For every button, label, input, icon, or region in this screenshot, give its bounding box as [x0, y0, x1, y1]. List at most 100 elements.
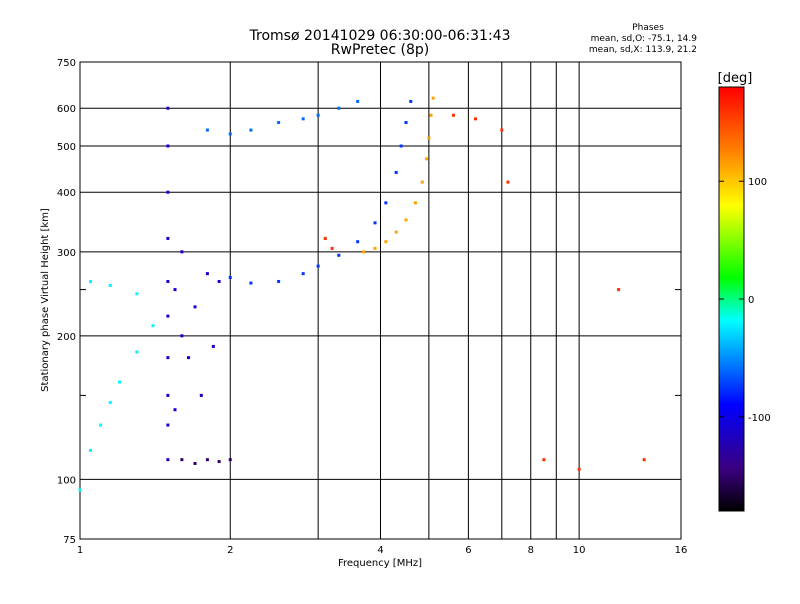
scatter-point: [166, 236, 170, 240]
scatter-point: [542, 458, 546, 462]
scatter-point: [193, 461, 197, 465]
scatter-point: [166, 356, 170, 360]
scatter-point: [108, 400, 112, 404]
scatter-point: [166, 393, 170, 397]
scatter-point: [420, 180, 424, 184]
scatter-point: [205, 272, 209, 276]
colorbar-tick-label: -100: [748, 413, 771, 424]
y-tick-label: 400: [57, 188, 76, 199]
scatter-point: [362, 250, 366, 254]
scatter-point: [301, 272, 305, 276]
scatter-point: [135, 350, 139, 354]
x-tick-labels: 1 2 4 6 8 10 16: [77, 545, 688, 556]
scatter-point: [373, 221, 377, 225]
scatter-point: [211, 344, 215, 348]
scatter-point: [394, 230, 398, 234]
scatter-point: [500, 128, 504, 132]
scatter-point: [166, 144, 170, 148]
scatter-point: [217, 460, 221, 464]
y-tick-labels: 75 100 200 300 400 500 600 750: [57, 58, 76, 546]
scatter-point: [228, 458, 232, 462]
scatter-point: [99, 423, 103, 427]
y-tick-label: 500: [57, 142, 76, 153]
phase-o-stats: mean, sd,O: -75.1, 14.9: [591, 34, 698, 44]
x-axis-title: Frequency [MHz]: [338, 558, 422, 569]
scatter-point: [166, 458, 170, 462]
scatter-point: [135, 292, 139, 296]
scatter-point: [323, 236, 327, 240]
x-tick-label: 6: [465, 545, 471, 556]
scatter-point: [356, 240, 360, 244]
phase-x-stats: mean, sd,X: 113.9, 21.2: [589, 45, 697, 55]
scatter-point: [330, 246, 334, 250]
scatter-point: [384, 201, 388, 205]
scatter-point: [427, 136, 431, 140]
scatter-point: [577, 467, 581, 471]
scatter-point: [228, 276, 232, 280]
scatter-point: [166, 423, 170, 427]
scatter-point: [249, 128, 253, 132]
scatter-point: [277, 279, 281, 283]
x-tick-label: 2: [227, 545, 233, 556]
scatter-point: [108, 283, 112, 287]
scatter-point: [205, 458, 209, 462]
x-tick-label: 16: [675, 545, 688, 556]
scatter-point: [118, 380, 122, 384]
scatter-points: [78, 96, 646, 492]
scatter-point: [166, 279, 170, 283]
y-tick-label: 600: [57, 104, 76, 115]
chart-subtitle: RwPretec (8p): [331, 42, 429, 58]
scatter-point: [89, 279, 93, 283]
scatter-point: [78, 488, 82, 492]
scatter-point: [205, 128, 209, 132]
scatter-point: [384, 240, 388, 244]
scatter-point: [180, 334, 184, 338]
scatter-point: [413, 201, 417, 205]
scatter-point: [316, 264, 320, 268]
scatter-point: [166, 190, 170, 194]
scatter-point: [173, 408, 177, 412]
y-tick-label: 200: [57, 332, 76, 343]
scatter-point: [431, 96, 435, 100]
scatter-point: [277, 121, 281, 125]
scatter-point: [337, 253, 341, 257]
scatter-point: [409, 99, 413, 103]
scatter-point: [173, 288, 177, 292]
scatter-point: [642, 458, 646, 462]
scatter-point: [404, 121, 408, 125]
x-tick-label: 4: [377, 545, 383, 556]
y-tick-label: 300: [57, 248, 76, 259]
x-tick-label: 8: [528, 545, 534, 556]
y-tick-label: 100: [57, 475, 76, 486]
scatter-point: [193, 305, 197, 309]
scatter-point: [228, 132, 232, 136]
scatter-point: [356, 99, 360, 103]
scatter-point: [180, 458, 184, 462]
phase-heading: Phases: [632, 23, 664, 33]
x-tick-label: 10: [573, 545, 586, 556]
chart-title: Tromsø 20141029 06:30:00-06:31:43: [249, 28, 511, 44]
scatter-point: [337, 106, 341, 110]
scatter-point: [399, 144, 403, 148]
colorbar-tick-label: 100: [748, 177, 767, 188]
grid-lines: [80, 62, 681, 539]
colorbar-label: [deg]: [718, 71, 753, 86]
scatter-point: [249, 281, 253, 285]
scatter-point: [316, 113, 320, 117]
scatter-point: [373, 246, 377, 250]
scatter-point: [166, 314, 170, 318]
scatter-point: [404, 218, 408, 222]
y-tick-label: 750: [57, 58, 76, 69]
scatter-point: [151, 324, 155, 328]
scatter-point: [199, 393, 203, 397]
scatter-point: [617, 288, 621, 292]
scatter-point: [473, 117, 477, 121]
scatter-point: [394, 170, 398, 174]
scatter-point: [425, 157, 429, 161]
scatter-point: [180, 250, 184, 254]
y-axis-title: Stationary phase Virtual Height [km]: [40, 208, 51, 392]
colorbar-tick-label: 0: [748, 295, 754, 306]
scatter-point: [217, 279, 221, 283]
y-tick-label: 75: [63, 535, 76, 546]
